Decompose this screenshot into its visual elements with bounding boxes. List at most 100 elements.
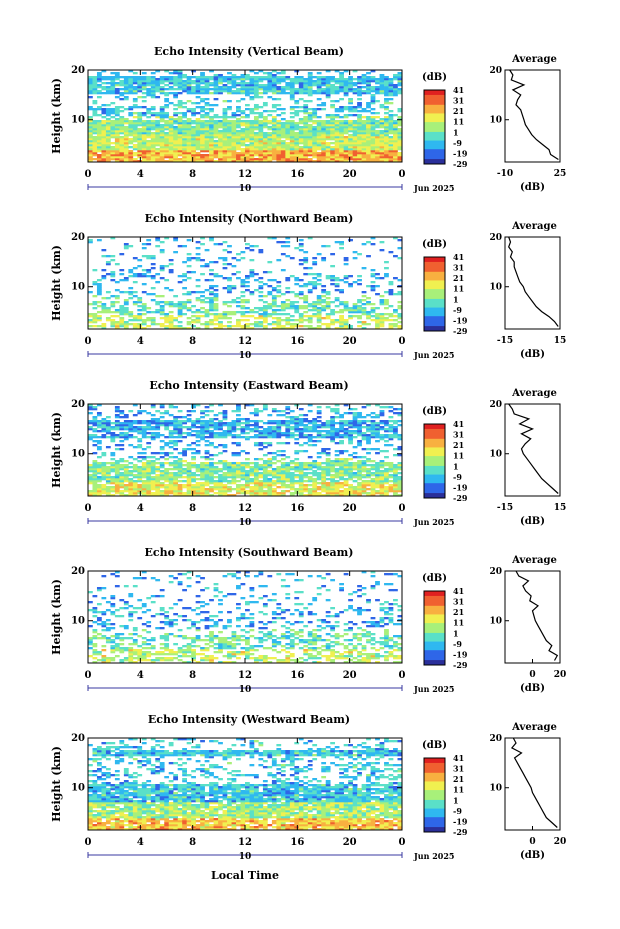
heatmap-cell <box>227 285 232 288</box>
heatmap-cell <box>218 257 223 260</box>
heatmap-cell <box>325 325 331 328</box>
heatmap-cell <box>88 152 93 155</box>
heatmap-cell <box>388 136 394 139</box>
heatmap-cell <box>330 100 336 103</box>
heatmap-cell <box>209 136 214 139</box>
heatmap-cell <box>285 464 291 467</box>
heatmap-cell <box>173 251 179 254</box>
heatmap-cell <box>253 132 259 135</box>
heatmap-cell <box>146 78 152 81</box>
colorbar-segment <box>424 257 445 259</box>
heatmap-cell <box>209 124 214 127</box>
heatmap-cell <box>307 410 313 413</box>
heatmap-cell <box>245 476 250 479</box>
heatmap-cell <box>312 436 318 439</box>
heatmap-cell <box>101 120 107 123</box>
heatmap-cell <box>92 154 98 157</box>
heatmap-cell <box>325 275 331 278</box>
heatmap-cell <box>258 92 264 95</box>
heatmap-cell <box>88 142 93 145</box>
heatmap-cell <box>316 283 322 286</box>
heatmap-cell <box>227 428 232 431</box>
heatmap-cell <box>271 484 277 487</box>
heatmap-cell <box>132 267 138 270</box>
heatmap-cell <box>276 241 282 244</box>
colorbar-segment <box>424 311 445 313</box>
heatmap-cell <box>164 92 170 95</box>
heatmap-cell <box>253 462 259 465</box>
heatmap-cell <box>218 154 223 157</box>
heatmap-cell <box>236 277 241 280</box>
heatmap-cell <box>343 122 349 125</box>
heatmap-cell <box>289 94 295 97</box>
heatmap-cell <box>276 474 282 477</box>
heatmap-cell <box>88 476 93 479</box>
heatmap-cell <box>289 327 295 330</box>
heatmap-cell <box>114 96 120 99</box>
colorbar-segment <box>424 107 445 109</box>
heatmap-cell <box>276 76 282 79</box>
heatmap-cell <box>276 160 282 163</box>
heatmap-cell <box>218 136 223 139</box>
heatmap-cell <box>357 154 362 157</box>
heatmap-cell <box>123 86 129 89</box>
heatmap-cell <box>397 307 403 310</box>
heatmap-cell <box>258 124 264 127</box>
heatmap-cell <box>195 152 201 155</box>
heatmap-cell <box>168 72 174 75</box>
heatmap-cell <box>289 472 295 475</box>
heatmap-cell <box>294 114 300 117</box>
heatmap-cell <box>280 313 286 316</box>
heatmap-cell <box>92 281 98 284</box>
heatmap-cell <box>294 426 300 429</box>
heatmap-cell <box>370 118 376 121</box>
heatmap-cell <box>200 428 205 431</box>
heatmap-cell <box>307 92 313 95</box>
heatmap-cell <box>231 464 237 467</box>
heatmap-cell <box>231 74 237 77</box>
heatmap-cell <box>240 488 246 491</box>
heatmap-cell <box>253 128 259 131</box>
heatmap-cell <box>105 78 111 81</box>
heatmap-cell <box>92 132 98 135</box>
heatmap-cell <box>227 472 232 475</box>
heatmap-cell <box>366 148 371 151</box>
heatmap-cell <box>105 104 111 107</box>
heatmap-cell <box>343 301 349 304</box>
heatmap-cell <box>227 106 232 109</box>
heatmap-cell <box>253 134 259 137</box>
heatmap-cell <box>312 472 318 475</box>
heatmap-cell <box>276 92 282 95</box>
heatmap-cell <box>227 470 232 473</box>
heatmap-cell <box>267 430 273 433</box>
heatmap-cell <box>307 158 313 161</box>
heatmap-cell <box>177 245 183 248</box>
heatmap-cell <box>267 460 273 463</box>
heatmap-cell <box>141 321 147 324</box>
heatmap-cell <box>280 76 286 79</box>
heatmap-cell <box>128 152 134 155</box>
heatmap-cell <box>159 484 165 487</box>
heatmap-cell <box>253 96 259 99</box>
heatmap-cell <box>128 478 134 481</box>
heatmap-cell <box>267 138 273 141</box>
heatmap-cell <box>146 486 152 489</box>
heatmap-cell <box>245 144 250 147</box>
heatmap-cell <box>186 277 192 280</box>
heatmap-cell <box>249 311 255 314</box>
heatmap-cell <box>397 279 403 282</box>
heatmap-cell <box>96 144 102 147</box>
heatmap-cell <box>137 140 143 143</box>
heatmap-cell <box>276 436 282 439</box>
heatmap-cell <box>105 317 111 320</box>
heatmap-cell <box>249 130 255 133</box>
heatmap-cell <box>101 138 107 141</box>
heatmap-cell <box>343 116 349 119</box>
heatmap-cell <box>186 434 192 437</box>
heatmap-cell <box>227 430 232 433</box>
heatmap-cell <box>294 464 300 467</box>
heatmap-cell <box>88 122 93 125</box>
heatmap-cell <box>258 323 264 326</box>
heatmap-cell <box>312 150 318 153</box>
heatmap-cell <box>177 124 183 127</box>
